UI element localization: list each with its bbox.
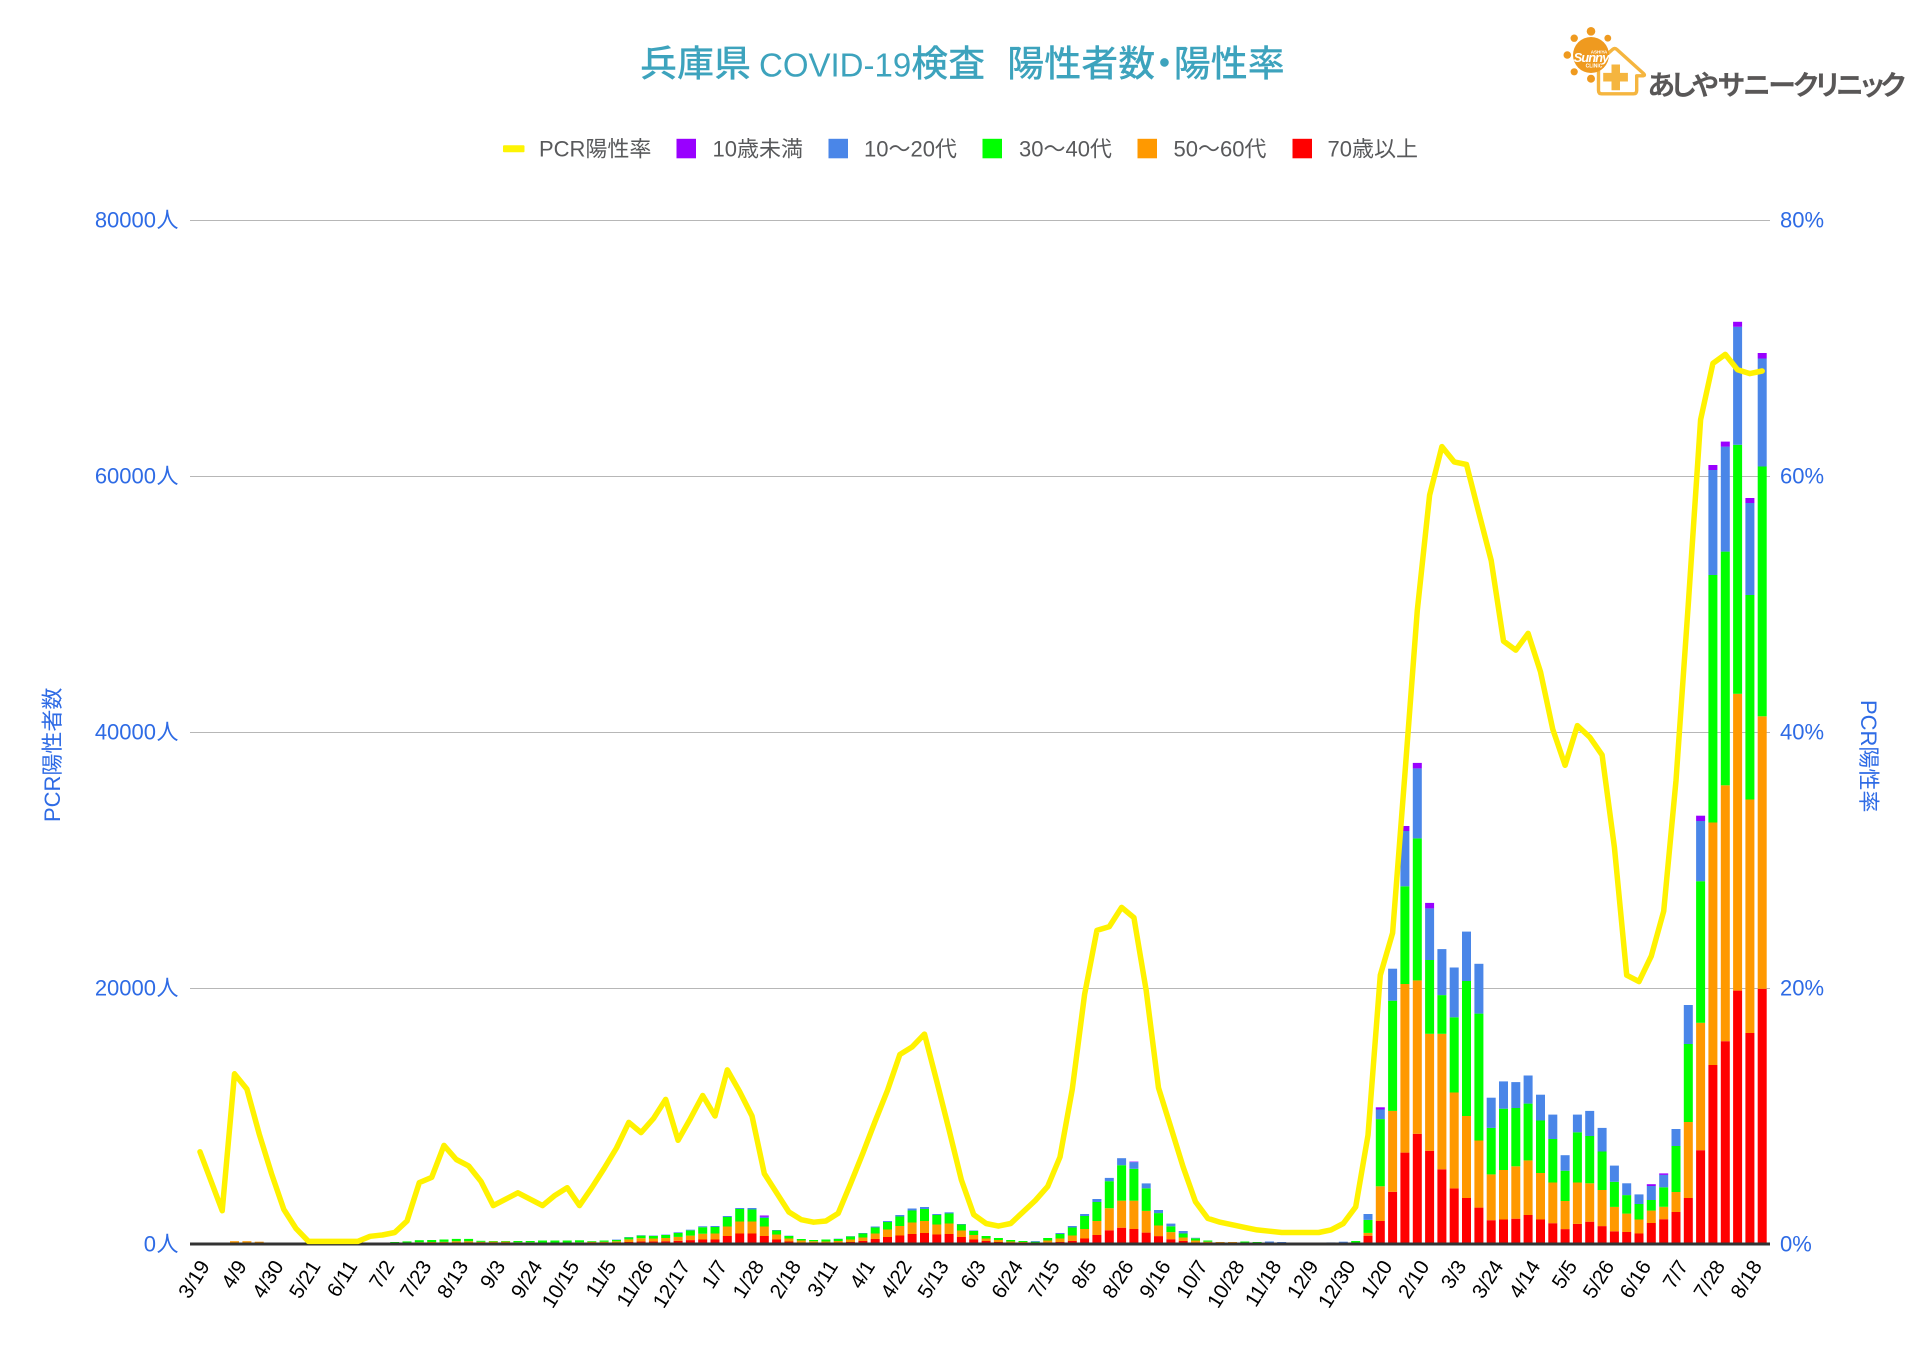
svg-text:80%: 80% <box>1780 208 1824 233</box>
svg-text:40: 40 <box>1066 137 1090 162</box>
svg-text:PCR: PCR <box>40 776 65 822</box>
svg-text:Sunny: Sunny <box>1574 50 1610 65</box>
svg-text:10: 10 <box>713 137 737 162</box>
svg-text:40%: 40% <box>1780 720 1824 745</box>
svg-text:60000: 60000 <box>95 464 156 489</box>
svg-text:50: 50 <box>1174 137 1198 162</box>
svg-text:70: 70 <box>1328 137 1352 162</box>
svg-text:ASHIYA: ASHIYA <box>1591 50 1608 55</box>
svg-text:PCR: PCR <box>539 137 585 162</box>
svg-text:0: 0 <box>144 1232 156 1257</box>
svg-text:60%: 60% <box>1780 464 1824 489</box>
svg-text:20: 20 <box>911 137 935 162</box>
svg-text:30: 30 <box>1019 137 1043 162</box>
svg-text:40000: 40000 <box>95 720 156 745</box>
svg-text:CLINIC: CLINIC <box>1586 64 1603 70</box>
svg-text:10: 10 <box>864 137 888 162</box>
svg-text:80000: 80000 <box>95 208 156 233</box>
svg-text:60: 60 <box>1220 137 1244 162</box>
svg-text:0%: 0% <box>1780 1232 1812 1257</box>
svg-text:20000: 20000 <box>95 976 156 1001</box>
svg-text:PCR: PCR <box>1856 700 1881 746</box>
svg-text:20%: 20% <box>1780 976 1824 1001</box>
svg-text:COVID-19: COVID-19 <box>759 47 911 84</box>
